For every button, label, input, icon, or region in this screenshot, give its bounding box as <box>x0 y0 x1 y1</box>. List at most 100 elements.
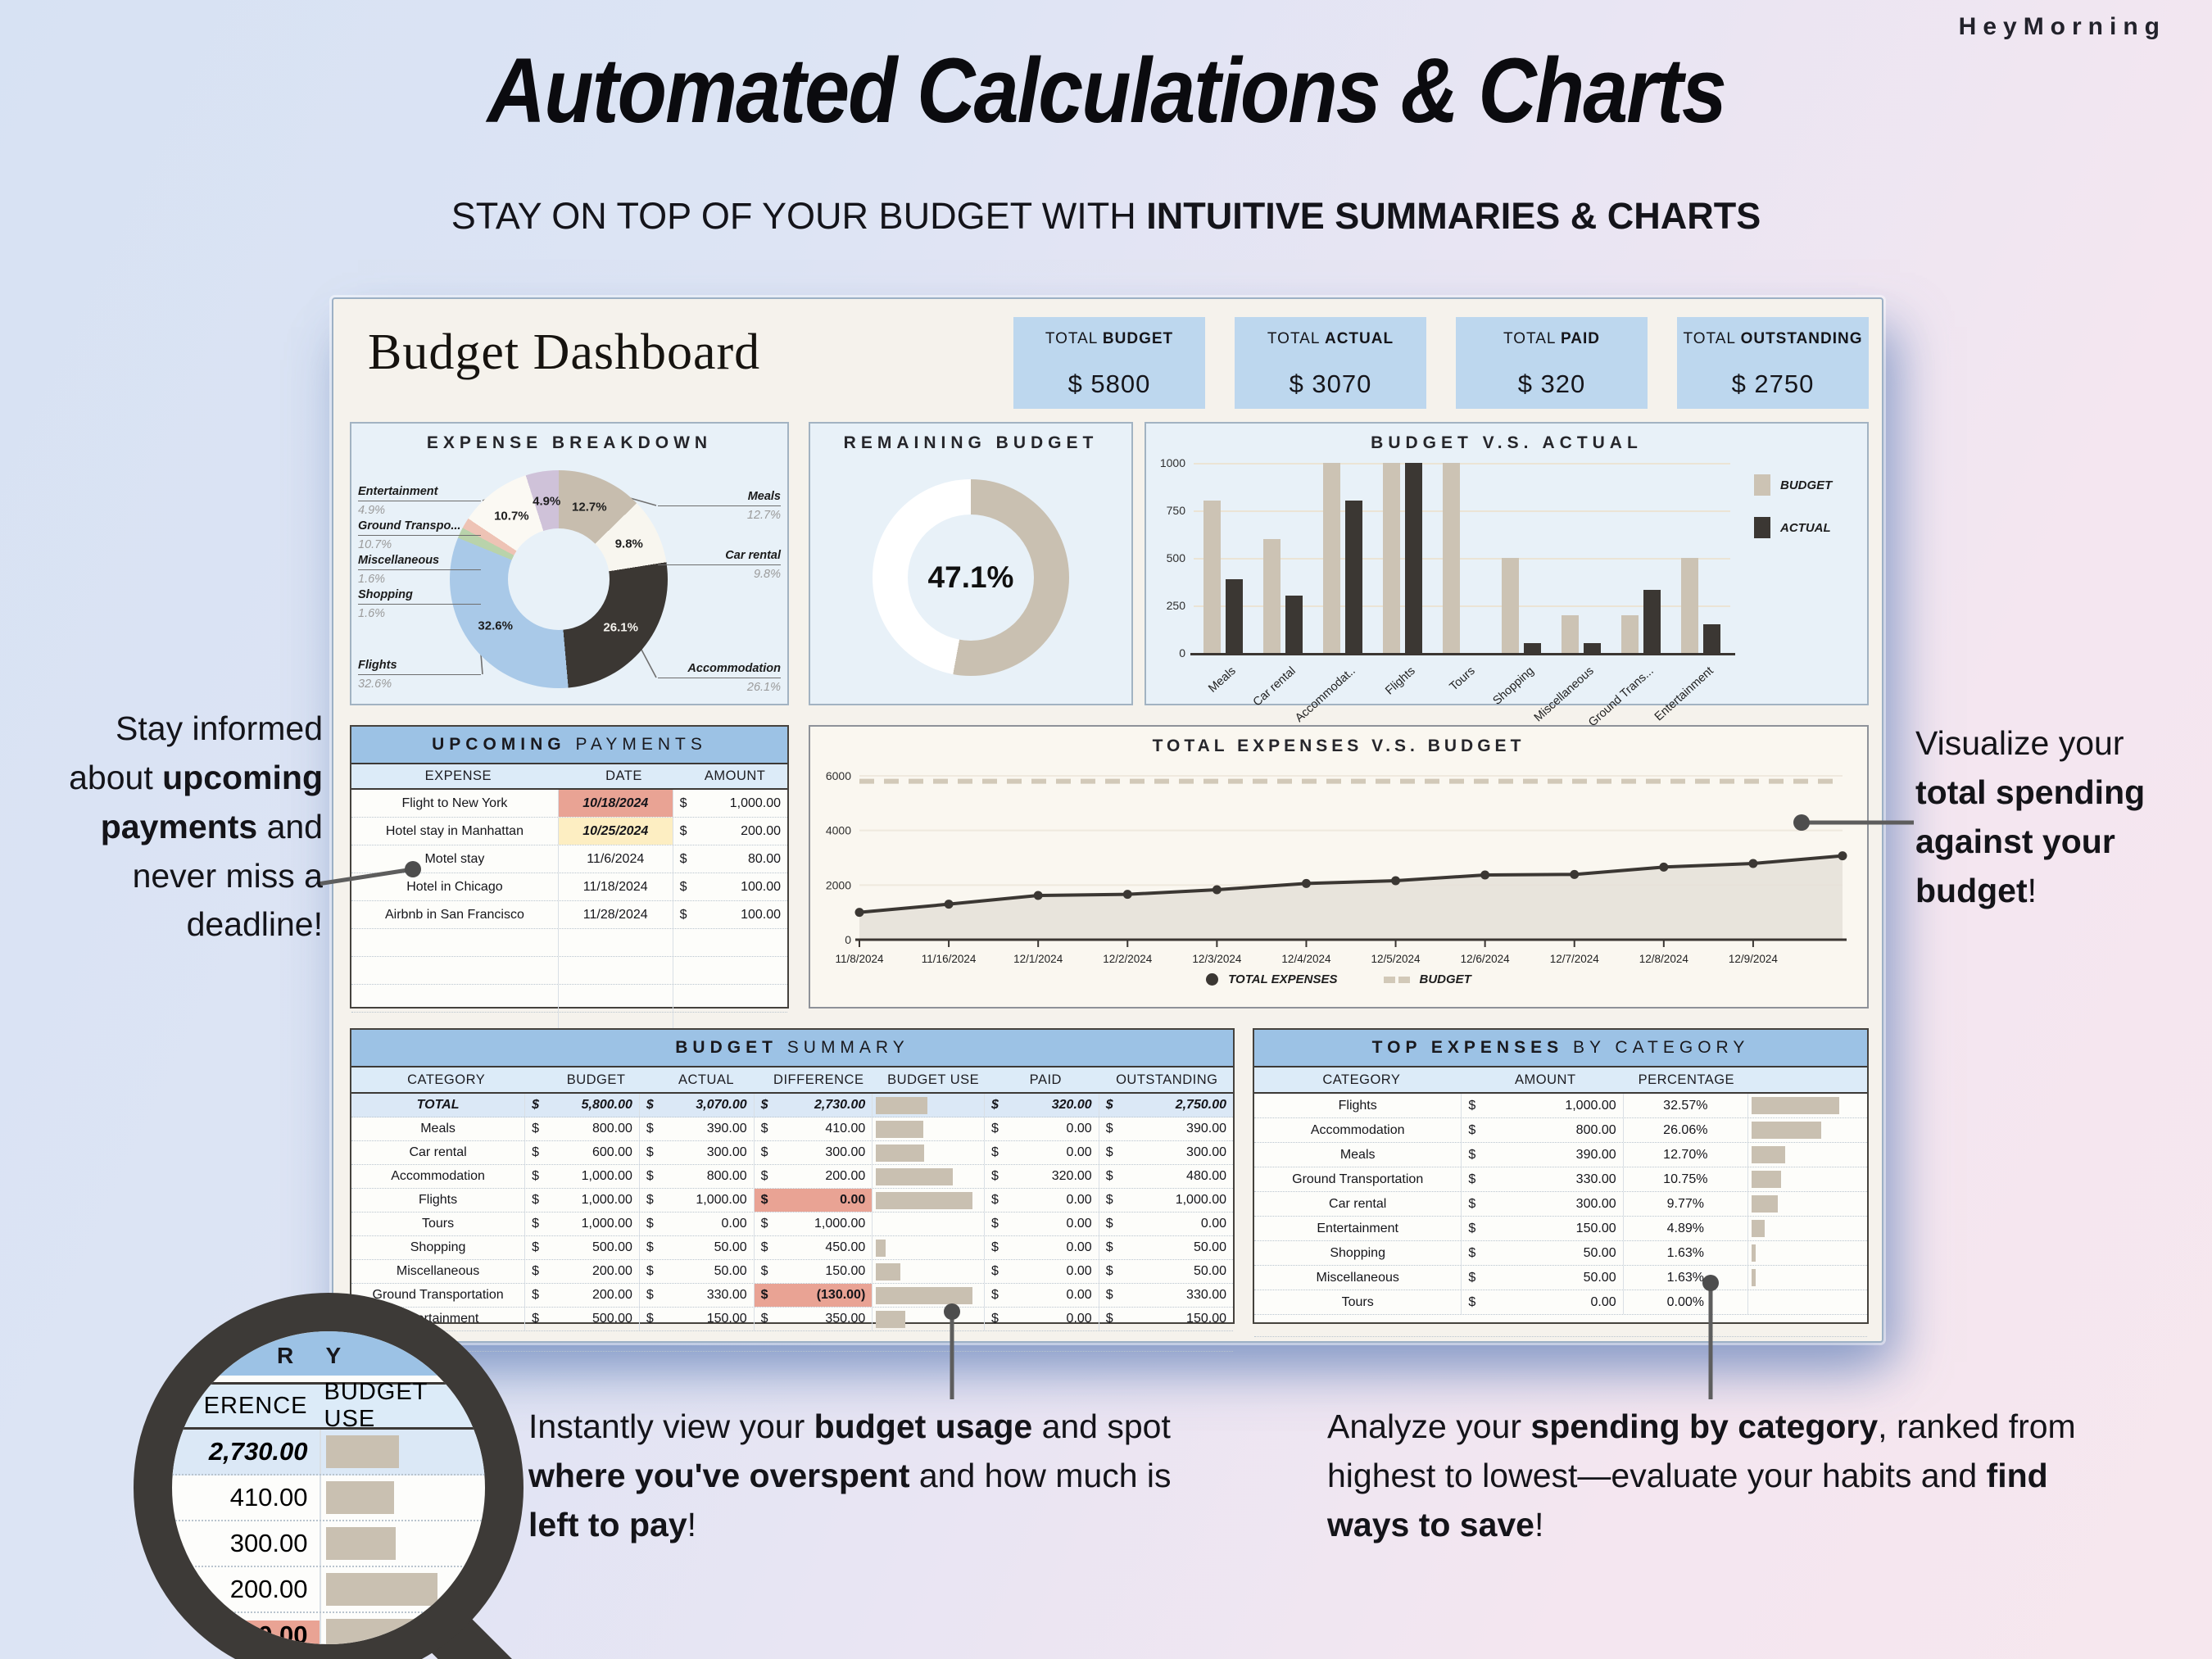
cell-value: 0.00 <box>721 1217 747 1231</box>
currency-symbol: $ <box>1105 1145 1113 1159</box>
svg-text:6000: 6000 <box>826 769 851 782</box>
actual-cell: $50.00 <box>638 1236 754 1259</box>
legend-dash <box>1398 976 1410 983</box>
y-axis-tick: 750 <box>1166 504 1185 517</box>
outstanding-cell: $0.00 <box>1098 1213 1233 1235</box>
budget-use-cell <box>872 1117 984 1140</box>
cell-value: 320.00 <box>1051 1098 1092 1112</box>
text-segment: PAID <box>1561 330 1601 347</box>
amount-cell: $150.00 <box>1461 1217 1622 1240</box>
text-segment: , ranked from highest to lowest—evaluate… <box>1327 1407 2076 1494</box>
cell-value: 600.00 <box>592 1145 632 1159</box>
amount-cell: $0.00 <box>1461 1290 1622 1314</box>
percentage-bar-cell <box>1747 1217 1867 1240</box>
panel-top-expenses: TOP EXPENSES BY CATEGORY CATEGORY AMOUNT P… <box>1253 1028 1869 1337</box>
column-header: CATEGORY <box>407 1072 486 1087</box>
category-cell: Miscellaneous <box>396 1264 480 1278</box>
y-axis-tick: 250 <box>1166 599 1185 612</box>
expense-cell: Flight to New York <box>401 796 508 810</box>
text-segment: budget usage <box>814 1407 1033 1445</box>
text-segment: Visualize your <box>1915 724 2124 762</box>
percentage-bar-cell <box>1747 1094 1867 1117</box>
budget-bar <box>1382 463 1400 653</box>
donut-callout-percent: 1.6% <box>358 607 386 621</box>
category-cell: Car rental <box>1329 1196 1387 1211</box>
date-cell: 11/28/2024 <box>557 901 673 928</box>
difference-cell: $ (130.00) <box>753 1284 873 1307</box>
cell-value: 390.00 <box>1186 1122 1226 1135</box>
budget-bar <box>1620 614 1639 653</box>
text-segment: and how much is <box>909 1456 1172 1494</box>
difference-cell: $350.00 <box>753 1308 873 1330</box>
currency-symbol: $ <box>646 1264 654 1278</box>
magnified-budget-use-bar <box>325 1481 395 1514</box>
currency-symbol: $ <box>679 796 687 810</box>
donut-callout: Ground Transpo... 10.7% <box>358 519 481 552</box>
actual-cell: $0.00 <box>638 1213 754 1235</box>
donut-callout-percent: 26.1% <box>746 681 781 695</box>
percentage-bar-cell <box>1747 1143 1867 1167</box>
currency-symbol: $ <box>646 1217 654 1231</box>
cell-value: 800.00 <box>706 1169 747 1183</box>
text-segment: find ways to save <box>1327 1456 2048 1543</box>
panel-budget-vs-actual: BUDGET V.S. ACTUAL 0 250 500 750 1000 Meals Ca… <box>1145 422 1869 729</box>
currency-symbol: $ <box>532 1288 540 1302</box>
stat-card-value: $ 3070 <box>1289 369 1372 398</box>
magnified-title-band: R Y <box>172 1331 485 1376</box>
cell-value: 1,000.00 <box>1175 1193 1226 1207</box>
currency-symbol: $ <box>760 1240 768 1254</box>
budget-use-bar <box>876 1262 900 1281</box>
legend-item: TOTAL EXPENSES <box>1206 972 1338 986</box>
outstanding-cell: $300.00 <box>1098 1141 1233 1164</box>
text-segment: PAYMENTS <box>575 735 707 754</box>
cell-value: 100.00 <box>741 907 781 922</box>
column-header: AMOUNT <box>704 768 766 783</box>
category-cell: Tours <box>422 1217 455 1231</box>
stat-card-label: TOTAL PAID <box>1456 330 1648 348</box>
table-row <box>351 985 787 1013</box>
table-row: Car rental $600.00 $300.00 $300.00 $0.00 $300… <box>351 1141 1233 1165</box>
magnified-budget-use-cell <box>319 1430 485 1474</box>
y-axis-tick: 1000 <box>1159 456 1185 469</box>
difference-cell: $200.00 <box>753 1165 873 1188</box>
actual-bar <box>1524 643 1542 653</box>
column-header: BUDGET USE <box>887 1072 980 1087</box>
text-segment: TOTAL <box>1503 330 1562 347</box>
text-segment: left to pay <box>528 1505 687 1543</box>
budget-use-bar <box>876 1167 954 1185</box>
magnified-table-header: ERENCE BUDGET USE <box>172 1379 485 1432</box>
outstanding-cell: $50.00 <box>1098 1236 1233 1259</box>
currency-symbol: $ <box>1105 1264 1113 1278</box>
amount-cell: $300.00 <box>1461 1192 1622 1216</box>
actual-cell: $300.00 <box>638 1141 754 1164</box>
table-row: Flight to New York 10/18/2024 $1,000.00 <box>351 790 787 818</box>
cell-value: 200.00 <box>741 823 781 838</box>
legend-label: ACTUAL <box>1780 520 1831 535</box>
text-segment: and never miss a deadline! <box>132 807 323 944</box>
gridline <box>1194 558 1730 560</box>
budget-use-bar <box>876 1096 927 1114</box>
cell-value: 0.00 <box>1066 1288 1092 1302</box>
remaining-budget-title: REMAINING BUDGET <box>843 433 1099 452</box>
amount-cell <box>672 985 787 1012</box>
donut-hole <box>508 528 610 630</box>
text-segment: ! <box>687 1505 697 1543</box>
actual-cell: $50.00 <box>638 1260 754 1283</box>
gridline <box>1194 605 1730 607</box>
annotation-budget-usage: Instantly view your budget usage and spo… <box>528 1403 1208 1550</box>
column-header: PERCENTAGE <box>1638 1072 1735 1087</box>
donut-callout-label: Accommodation <box>658 661 781 679</box>
currency-symbol: $ <box>760 1264 768 1278</box>
column-header: BUDGET <box>566 1072 626 1087</box>
difference-cell: $410.00 <box>753 1117 873 1140</box>
donut-callout-label: Miscellaneous <box>358 553 481 571</box>
currency-symbol: $ <box>990 1122 999 1135</box>
budget-use-cell <box>872 1213 984 1235</box>
magnified-budget-use-cell <box>319 1521 485 1566</box>
expense-donut-chart: 12.7% 9.8% 26.1% 32.6% 10.7% 4.9% <box>450 470 668 688</box>
table-row: Tours $0.00 0.00% <box>1254 1290 1867 1315</box>
donut-callout-label: Ground Transpo... <box>358 519 481 537</box>
paid-cell: $320.00 <box>983 1094 1099 1117</box>
